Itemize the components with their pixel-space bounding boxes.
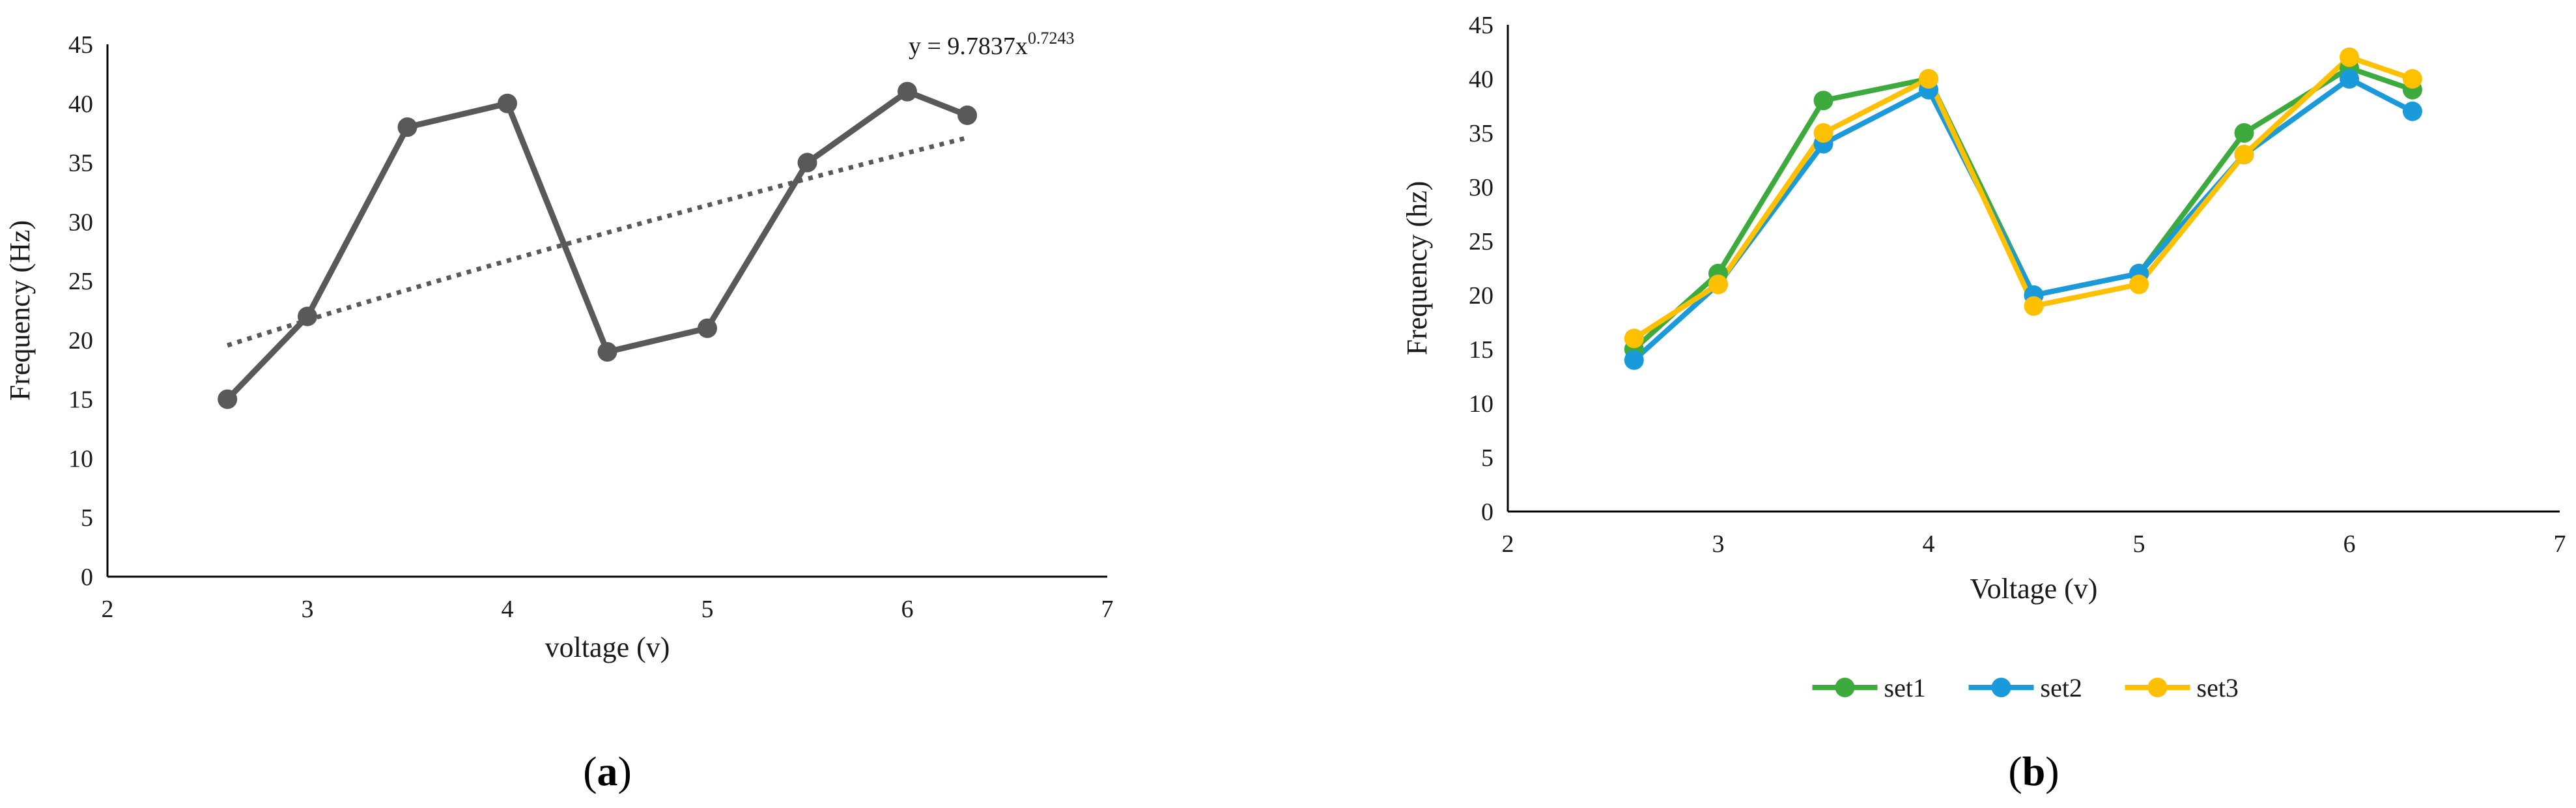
x-tick-label: 4 <box>1923 530 1935 558</box>
data-point-set2 <box>1624 350 1644 370</box>
y-tick-label: 0 <box>1481 498 1493 526</box>
x-axis-title: Voltage (v) <box>1970 573 2098 605</box>
y-tick-label: 30 <box>1469 174 1493 201</box>
data-point-set1 <box>2234 123 2254 143</box>
data-point-set1 <box>1813 91 1833 111</box>
x-tick-label: 5 <box>2133 530 2145 558</box>
x-tick-label: 4 <box>502 596 514 623</box>
y-tick-label: 20 <box>1469 282 1493 310</box>
data-point <box>698 318 717 338</box>
data-point-set2 <box>2340 69 2359 89</box>
data-point-set3 <box>1708 274 1728 295</box>
legend-swatch-marker <box>1991 678 2011 697</box>
y-tick-label: 25 <box>1469 228 1493 255</box>
x-tick-label: 5 <box>701 596 714 623</box>
data-point-set3 <box>1624 328 1644 349</box>
trendline-equation: y = 9.7837x0.7243 <box>909 29 1074 60</box>
y-tick-label: 40 <box>1469 66 1493 93</box>
data-point-set3 <box>2129 274 2149 295</box>
y-tick-label: 10 <box>68 445 93 472</box>
data-point <box>957 105 978 125</box>
data-point <box>218 389 238 409</box>
data-point-set2 <box>2402 101 2422 121</box>
x-tick-label: 6 <box>2343 530 2356 558</box>
y-tick-label: 10 <box>1469 390 1493 418</box>
legend: set1 set2 set3 <box>1812 673 2239 702</box>
y-tick-label: 25 <box>68 268 93 295</box>
data-point-set3 <box>2024 296 2044 316</box>
data-point-set3 <box>1813 123 1833 143</box>
y-tick-label: 20 <box>68 327 93 354</box>
trendline <box>227 135 968 348</box>
legend-swatch-marker <box>1835 678 1855 697</box>
y-tick-label: 5 <box>81 504 93 532</box>
data-point <box>298 306 317 326</box>
y-tick-label: 15 <box>1469 336 1493 364</box>
panel-label: (a) <box>583 748 632 794</box>
data-point-set3 <box>2340 47 2359 67</box>
x-tick-label: 3 <box>1712 530 1725 558</box>
y-tick-label: 35 <box>1469 120 1493 147</box>
y-tick-label: 5 <box>1481 444 1493 472</box>
series-line <box>225 89 969 401</box>
data-point <box>797 152 817 173</box>
x-tick-label: 3 <box>302 596 314 623</box>
x-tick-label: 7 <box>1101 596 1114 623</box>
x-tick-label: 6 <box>901 596 914 623</box>
legend-item-set2: set2 <box>1968 673 2082 702</box>
legend-label: set1 <box>1884 673 1926 702</box>
data-point-set3 <box>1919 69 1938 89</box>
x-tick-label: 7 <box>2554 530 2566 558</box>
y-tick-label: 45 <box>1469 12 1493 39</box>
legend-label: set3 <box>2197 673 2239 702</box>
data-point-set3 <box>2402 69 2422 89</box>
y-axis-title: Frequency (hz) <box>1401 181 1433 356</box>
legend-item-set3: set3 <box>2125 673 2239 702</box>
legend-item-set1: set1 <box>1812 673 1926 702</box>
legend-label: set2 <box>2041 673 2082 702</box>
data-point <box>498 93 517 113</box>
data-point <box>397 117 418 137</box>
legend-swatch-marker <box>2147 678 2168 697</box>
x-tick-label: 2 <box>1502 530 1514 558</box>
panel-label: (b) <box>2008 748 2059 794</box>
y-tick-label: 30 <box>68 209 93 236</box>
data-point <box>898 81 917 102</box>
y-tick-label: 15 <box>68 386 93 414</box>
x-axis-title: voltage (v) <box>545 631 670 663</box>
y-axis-title: Frequency (Hz) <box>4 220 36 401</box>
y-tick-label: 0 <box>81 564 93 591</box>
data-point <box>597 342 617 362</box>
y-tick-label: 35 <box>68 150 93 177</box>
y-tick-label: 40 <box>68 91 93 118</box>
x-tick-label: 2 <box>102 596 114 623</box>
y-tick-label: 45 <box>68 31 93 59</box>
data-point-set3 <box>2234 145 2254 165</box>
